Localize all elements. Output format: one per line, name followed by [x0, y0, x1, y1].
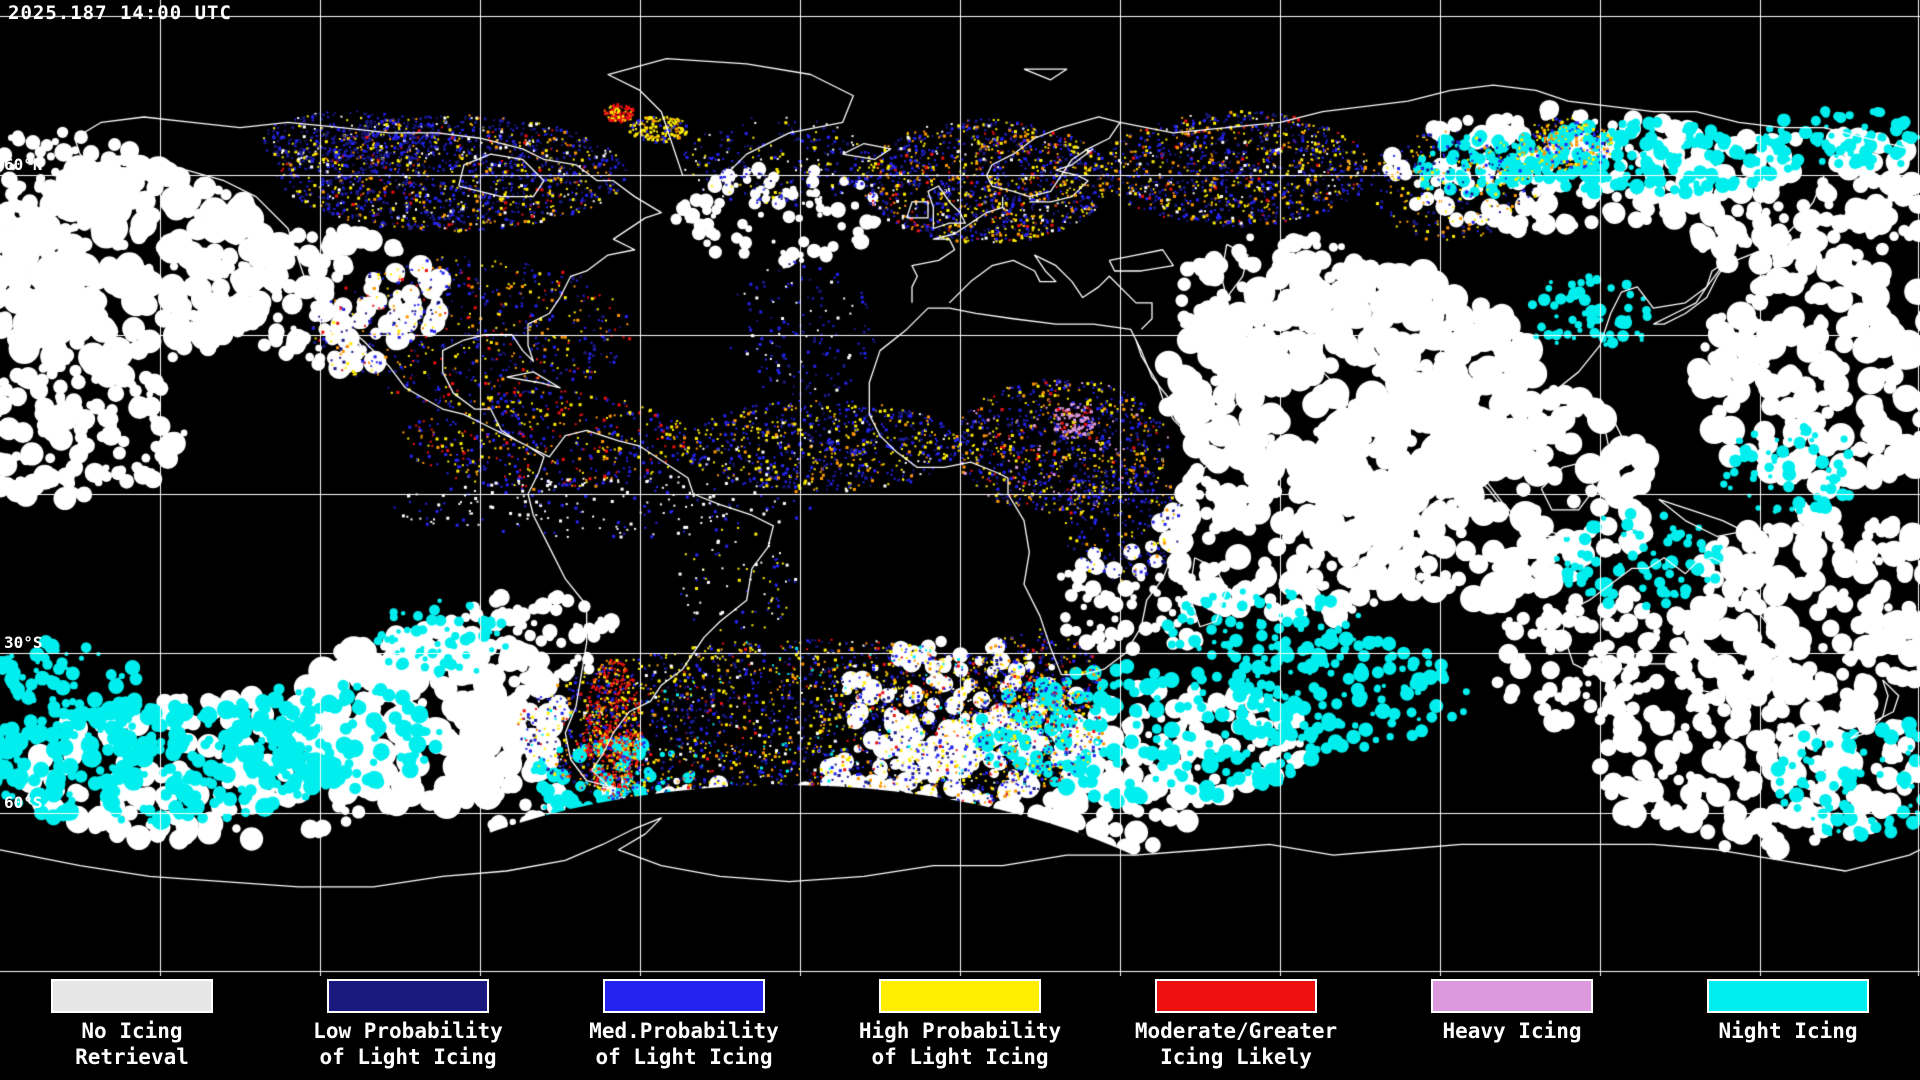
legend-swatch-no-icing-retrieval [51, 979, 213, 1013]
legend-swatch-med-probability-light-icing [603, 979, 765, 1013]
legend-item-heavy-icing: Heavy Icing [1390, 979, 1634, 1080]
legend-swatch-low-probability-light-icing [327, 979, 489, 1013]
legend-item-low-probability-light-icing: Low Probability of Light Icing [286, 979, 530, 1080]
timestamp: 2025.187 14:00 UTC [8, 2, 232, 24]
legend-item-med-probability-light-icing: Med.Probability of Light Icing [562, 979, 806, 1080]
legend-swatch-night-icing [1707, 979, 1869, 1013]
legend-label-night-icing: Night Icing [1718, 1019, 1858, 1043]
legend-label-heavy-icing: Heavy Icing [1442, 1019, 1582, 1043]
legend-item-night-icing: Night Icing [1666, 979, 1910, 1080]
legend-label-moderate-greater-icing-likely: Moderate/Greater Icing Likely [1134, 1019, 1338, 1069]
legend-swatch-heavy-icing [1431, 979, 1593, 1013]
legend-label-no-icing-retrieval: No Icing Retrieval [75, 1019, 189, 1069]
legend-label-high-probability-light-icing: High Probability of Light Icing [858, 1019, 1062, 1069]
legend-label-med-probability-light-icing: Med.Probability of Light Icing [589, 1019, 779, 1069]
legend-item-moderate-greater-icing-likely: Moderate/Greater Icing Likely [1114, 979, 1358, 1080]
legend-swatch-high-probability-light-icing [879, 979, 1041, 1013]
legend-item-no-icing-retrieval: No Icing Retrieval [10, 979, 254, 1080]
icing-map-canvas [0, 0, 1920, 976]
legend: No Icing Retrieval Low Probability of Light… [0, 976, 1920, 1080]
legend-item-high-probability-light-icing: High Probability of Light Icing [838, 979, 1082, 1080]
legend-label-low-probability-light-icing: Low Probability of Light Icing [313, 1019, 503, 1069]
legend-swatch-moderate-greater-icing-likely [1155, 979, 1317, 1013]
